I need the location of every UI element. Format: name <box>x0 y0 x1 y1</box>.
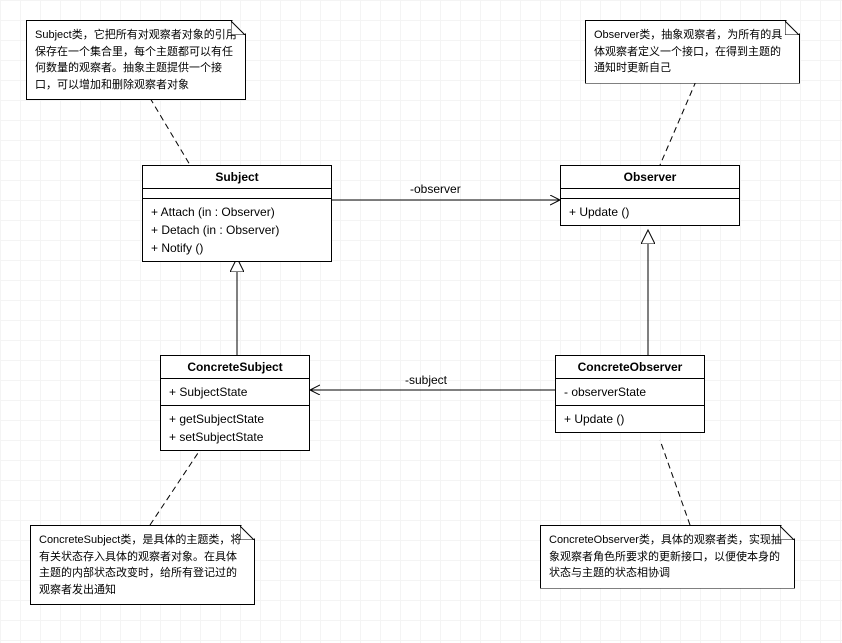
class-op: + Notify () <box>151 239 323 257</box>
class-op: + Update () <box>564 410 696 428</box>
note-link <box>150 450 200 525</box>
class-attrs: - observerState <box>556 379 704 406</box>
class-title: ConcreteSubject <box>161 356 309 379</box>
class-title: Observer <box>561 166 739 189</box>
class-concrete-observer: ConcreteObserver - observerState + Updat… <box>555 355 705 433</box>
class-op: + setSubjectState <box>169 428 301 446</box>
note-link <box>660 440 690 525</box>
note-link <box>150 98 190 165</box>
assoc-label-subject: -subject <box>405 373 447 387</box>
note-text: ConcreteObserver类，具体的观察者类，实现抽象观察者角色所要求的更… <box>549 534 782 579</box>
class-observer: Observer + Update () <box>560 165 740 226</box>
class-ops: + Update () <box>561 199 739 225</box>
class-attrs: + SubjectState <box>161 379 309 406</box>
note-observer: Observer类，抽象观察者，为所有的具体观察者定义一个接口，在得到主题的通知… <box>585 20 800 84</box>
class-op: + getSubjectState <box>169 410 301 428</box>
class-ops: + Update () <box>556 406 704 432</box>
class-ops: + Attach (in : Observer) + Detach (in : … <box>143 199 331 261</box>
class-concrete-subject: ConcreteSubject + SubjectState + getSubj… <box>160 355 310 451</box>
class-attrs-empty <box>143 189 331 199</box>
note-text: Observer类，抽象观察者，为所有的具体观察者定义一个接口，在得到主题的通知… <box>594 29 782 74</box>
class-op: + Detach (in : Observer) <box>151 221 323 239</box>
note-concrete-subject: ConcreteSubject类，是具体的主题类，将有关状态存入具体的观察者对象… <box>30 525 255 605</box>
note-concrete-observer: ConcreteObserver类，具体的观察者类，实现抽象观察者角色所要求的更… <box>540 525 795 589</box>
class-title: Subject <box>143 166 331 189</box>
class-ops: + getSubjectState + setSubjectState <box>161 406 309 450</box>
note-subject: Subject类，它把所有对观察者对象的引用保存在一个集合里，每个主题都可以有任… <box>26 20 246 100</box>
class-attr: - observerState <box>564 383 696 401</box>
class-attrs-empty <box>561 189 739 199</box>
note-text: Subject类，它把所有对观察者对象的引用保存在一个集合里，每个主题都可以有任… <box>35 29 237 91</box>
class-title: ConcreteObserver <box>556 356 704 379</box>
diagram-canvas: Subject + Attach (in : Observer) + Detac… <box>0 0 842 643</box>
class-attr: + SubjectState <box>169 383 301 401</box>
note-link <box>660 72 700 165</box>
note-text: ConcreteSubject类，是具体的主题类，将有关状态存入具体的观察者对象… <box>39 534 241 596</box>
class-op: + Attach (in : Observer) <box>151 203 323 221</box>
assoc-label-observer: -observer <box>410 182 461 196</box>
class-op: + Update () <box>569 203 731 221</box>
class-subject: Subject + Attach (in : Observer) + Detac… <box>142 165 332 262</box>
